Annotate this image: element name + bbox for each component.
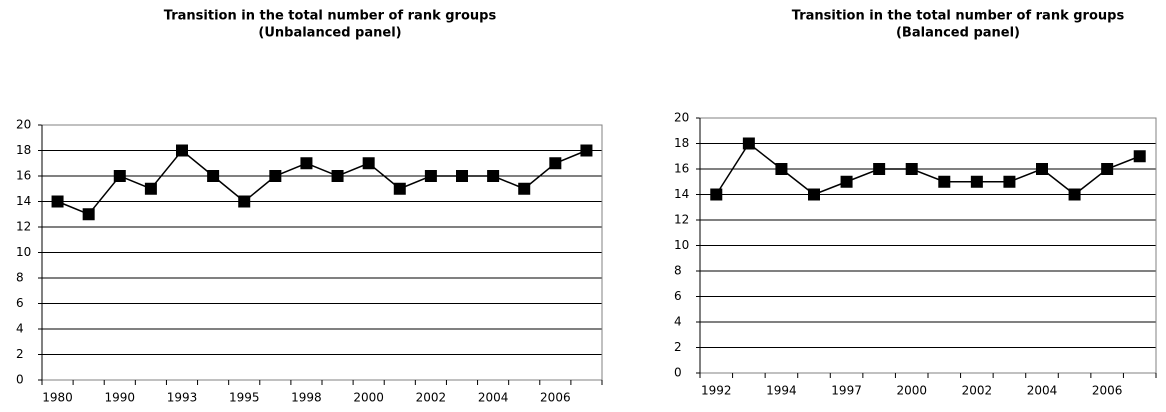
marker bbox=[970, 175, 983, 188]
marker bbox=[775, 163, 788, 175]
marker bbox=[549, 157, 562, 170]
marker bbox=[808, 188, 820, 201]
y-tick-label: 20 bbox=[674, 111, 689, 125]
y-tick-label: 10 bbox=[674, 238, 689, 252]
y-tick-label: 14 bbox=[674, 187, 689, 201]
marker bbox=[1003, 175, 1016, 188]
marker bbox=[710, 188, 723, 201]
marker bbox=[873, 163, 886, 175]
marker bbox=[176, 144, 188, 157]
marker bbox=[113, 170, 126, 182]
marker bbox=[362, 157, 375, 170]
marker bbox=[1068, 188, 1081, 201]
marker bbox=[456, 170, 468, 182]
x-tick-label: 2004 bbox=[1027, 384, 1058, 398]
marker bbox=[300, 157, 313, 170]
x-tick-label: 1980 bbox=[42, 391, 73, 405]
marker bbox=[144, 182, 157, 195]
marker bbox=[82, 208, 95, 221]
x-tick-label: 1993 bbox=[167, 391, 198, 405]
marker bbox=[580, 144, 593, 157]
marker bbox=[1133, 150, 1146, 163]
x-tick-label: 1998 bbox=[291, 391, 322, 405]
marker bbox=[487, 170, 500, 182]
y-tick-label: 12 bbox=[16, 220, 31, 234]
x-tick-label: 2002 bbox=[962, 384, 993, 398]
chart-title: Transition in the total number of rank g… bbox=[792, 9, 1125, 24]
marker bbox=[51, 195, 64, 208]
x-tick-label: 2000 bbox=[896, 384, 927, 398]
marker bbox=[424, 170, 437, 182]
marker bbox=[1036, 163, 1048, 175]
x-tick-label: 1997 bbox=[831, 384, 862, 398]
marker bbox=[238, 195, 251, 208]
chart-title: Transition in the total number of rank g… bbox=[164, 9, 497, 24]
x-tick-label: 2004 bbox=[478, 391, 509, 405]
marker bbox=[393, 182, 406, 195]
x-tick-label: 2000 bbox=[353, 391, 384, 405]
y-tick-label: 0 bbox=[674, 366, 682, 380]
y-tick-label: 14 bbox=[16, 194, 31, 208]
x-tick-label: 2002 bbox=[416, 391, 447, 405]
x-tick-label: 1995 bbox=[229, 391, 260, 405]
y-tick-label: 16 bbox=[16, 169, 31, 183]
marker bbox=[207, 170, 220, 182]
marker bbox=[840, 175, 853, 188]
y-tick-label: 10 bbox=[16, 245, 31, 259]
x-tick-label: 2006 bbox=[1092, 384, 1123, 398]
y-tick-label: 4 bbox=[16, 322, 24, 336]
y-tick-label: 0 bbox=[16, 373, 24, 387]
marker bbox=[742, 137, 755, 150]
marker bbox=[905, 163, 918, 175]
marker bbox=[1101, 163, 1114, 175]
y-tick-label: 18 bbox=[16, 143, 31, 157]
marker bbox=[269, 170, 282, 182]
marker bbox=[518, 182, 531, 195]
y-tick-label: 8 bbox=[674, 264, 682, 278]
y-tick-label: 6 bbox=[674, 289, 682, 303]
x-tick-label: 1990 bbox=[105, 391, 136, 405]
y-tick-label: 2 bbox=[674, 340, 682, 354]
marker bbox=[938, 175, 951, 188]
y-tick-label: 16 bbox=[674, 162, 689, 176]
marker bbox=[331, 170, 344, 182]
line bbox=[57, 149, 587, 216]
y-tick-label: 18 bbox=[674, 136, 689, 150]
y-tick-label: 4 bbox=[674, 315, 682, 329]
y-tick-label: 2 bbox=[16, 347, 24, 361]
x-tick-label: 2006 bbox=[540, 391, 571, 405]
y-tick-label: 20 bbox=[16, 118, 31, 132]
chart-subtitle: (Unbalanced panel) bbox=[258, 26, 401, 41]
chart-subtitle: (Balanced panel) bbox=[896, 26, 1020, 41]
y-tick-label: 8 bbox=[16, 271, 24, 285]
y-tick-label: 12 bbox=[674, 213, 689, 227]
y-tick-label: 6 bbox=[16, 296, 24, 310]
x-tick-label: 1994 bbox=[766, 384, 797, 398]
x-tick-label: 1992 bbox=[701, 384, 732, 398]
